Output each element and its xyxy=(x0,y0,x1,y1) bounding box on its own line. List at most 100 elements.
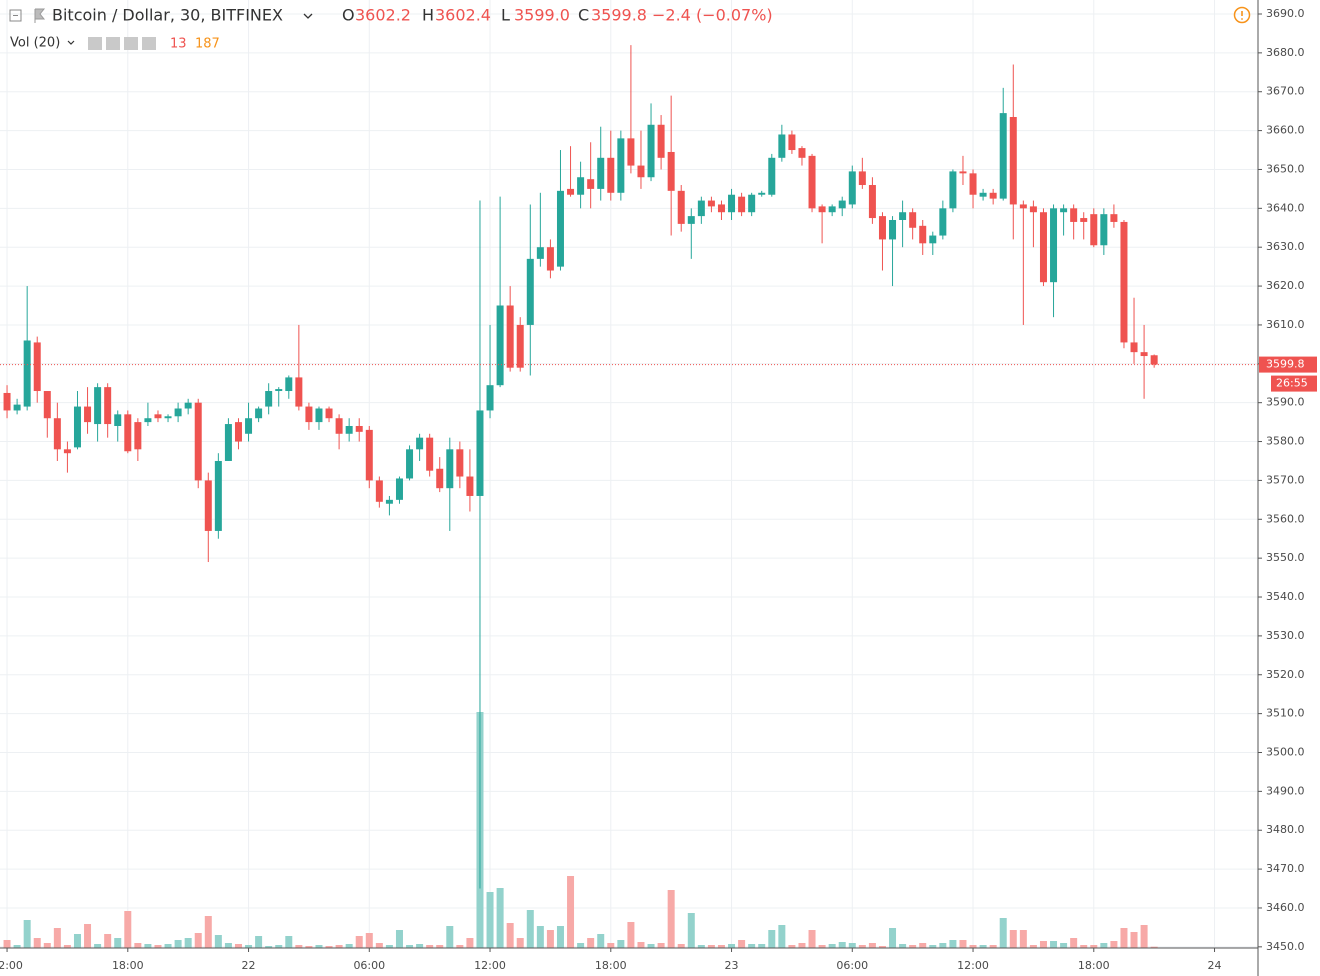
volume-bar xyxy=(687,913,695,948)
candle-body xyxy=(345,425,353,434)
candle-body xyxy=(768,157,776,195)
candle-body xyxy=(446,449,454,489)
more-button[interactable] xyxy=(124,37,138,50)
volume-bar xyxy=(818,945,826,948)
volume-bar xyxy=(1150,946,1158,948)
alert-icon[interactable] xyxy=(1233,6,1251,24)
symbol-chevron[interactable] xyxy=(303,13,313,19)
candle-body xyxy=(556,190,564,267)
y-tick-label: 3460.0 xyxy=(1266,901,1305,914)
volume-bar xyxy=(717,945,725,948)
volume-bar xyxy=(526,910,534,948)
volume-bar xyxy=(778,925,786,948)
candle-body xyxy=(798,148,806,158)
volume-bar xyxy=(999,918,1007,948)
volume-bar xyxy=(466,938,474,948)
volume-bar xyxy=(899,944,907,948)
candle-body xyxy=(144,418,152,423)
candle-body xyxy=(1029,206,1037,213)
remove-button[interactable] xyxy=(142,37,156,50)
candle-body xyxy=(456,449,464,477)
volume-bar xyxy=(1140,925,1148,948)
settings-button[interactable] xyxy=(106,37,120,50)
volume-bar xyxy=(677,944,685,948)
y-tick-label: 3660.0 xyxy=(1266,124,1305,137)
volume-bar xyxy=(84,924,92,948)
volume-bar xyxy=(134,943,142,948)
ohlc-value: 3599.0 xyxy=(514,6,570,25)
candle-body xyxy=(1130,342,1138,353)
candle-body xyxy=(174,408,182,417)
y-tick-label: 3560.0 xyxy=(1266,512,1305,525)
volume-bar xyxy=(838,942,846,948)
volume-bar xyxy=(184,938,192,948)
volume-chevron[interactable] xyxy=(67,40,75,45)
y-tick-label: 3530.0 xyxy=(1266,629,1305,642)
volume-bar xyxy=(516,938,524,948)
y-tick-label: 3520.0 xyxy=(1266,668,1305,681)
candle-body xyxy=(899,212,907,220)
candle-body xyxy=(707,200,715,207)
volume-bar xyxy=(969,945,977,948)
collapse-button[interactable] xyxy=(9,9,22,22)
ohlc-letter: O xyxy=(342,6,355,25)
volume-bar xyxy=(617,940,625,948)
candle-body xyxy=(647,124,655,178)
volume-bar xyxy=(1019,930,1027,948)
candle-body xyxy=(476,410,484,496)
countdown-label: 26:55 xyxy=(1276,377,1308,390)
volume-bar xyxy=(63,945,71,948)
volume-bar xyxy=(3,940,11,948)
candle-body xyxy=(375,480,383,502)
volume-bar xyxy=(315,945,323,948)
volume-bar xyxy=(798,943,806,948)
candle-body xyxy=(416,437,424,450)
volume-bar xyxy=(647,944,655,948)
x-tick-label: 06:00 xyxy=(353,959,385,972)
volume-bar xyxy=(1070,938,1078,948)
candle-body xyxy=(23,340,31,407)
candle-body xyxy=(778,134,786,158)
candle-body xyxy=(758,192,766,195)
volume-bar xyxy=(224,943,232,948)
candle-body xyxy=(164,416,172,419)
candle-body xyxy=(536,247,544,259)
flag-icon[interactable] xyxy=(34,8,46,23)
volume-label[interactable]: Vol (20) xyxy=(10,36,60,51)
symbol-title[interactable]: Bitcoin / Dollar, 30, BITFINEX xyxy=(52,6,283,25)
volume-bar xyxy=(1009,930,1017,948)
candle-body xyxy=(838,200,846,209)
y-tick-label: 3650.0 xyxy=(1266,162,1305,175)
candle-body xyxy=(1050,208,1058,283)
candle-body xyxy=(848,171,856,205)
grid xyxy=(0,0,1258,948)
candle-body xyxy=(385,499,393,504)
volume-bar xyxy=(245,945,253,948)
eye-button[interactable] xyxy=(88,37,102,50)
candle-body xyxy=(245,418,253,434)
candle-body xyxy=(3,392,11,411)
volume-bar xyxy=(124,911,132,948)
candle-body xyxy=(486,385,494,411)
volume-bar xyxy=(234,944,242,948)
volume-bar xyxy=(395,930,403,948)
volume-average: 187 xyxy=(195,37,220,52)
candle-body xyxy=(788,134,796,151)
volume-bar xyxy=(23,920,31,948)
candle-body xyxy=(315,408,323,423)
countdown-box xyxy=(1271,375,1317,392)
volume-bar xyxy=(697,945,705,948)
candle-body xyxy=(687,216,695,224)
volume-bar xyxy=(808,930,816,948)
candle-body xyxy=(929,235,937,244)
y-tick-label: 3510.0 xyxy=(1266,707,1305,720)
volume-bar xyxy=(486,892,494,948)
candle-body xyxy=(728,194,736,213)
candle-body xyxy=(1110,214,1118,222)
volume-bar xyxy=(416,944,424,948)
candle-body xyxy=(426,437,434,471)
x-tick-label: 24 xyxy=(1208,959,1222,972)
volume-bar xyxy=(114,938,122,948)
candle-body xyxy=(325,408,333,419)
candle-body xyxy=(667,151,675,191)
